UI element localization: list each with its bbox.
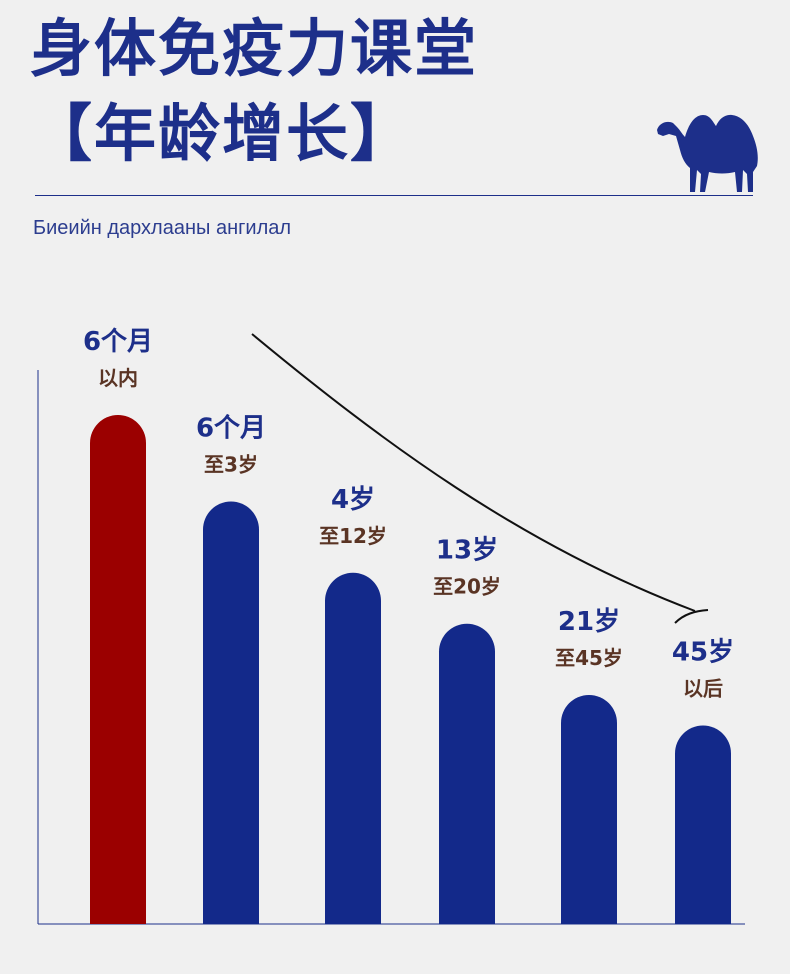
trend-arrow-head bbox=[674, 609, 709, 624]
bar-4 bbox=[439, 623, 495, 924]
bar-5 bbox=[561, 694, 617, 924]
bar-2 bbox=[203, 501, 259, 924]
trend-arrow-curve bbox=[251, 333, 696, 612]
title-line-2: 【年龄增长】 bbox=[30, 97, 415, 170]
bar-3 bbox=[325, 572, 381, 924]
subtitle: Биеийн дархлааны ангилал bbox=[33, 217, 292, 239]
bar-6 bbox=[675, 725, 731, 924]
bar-label-top-5: 21岁 bbox=[558, 606, 620, 637]
bar-label-top-1: 6个月 bbox=[83, 327, 153, 357]
bar-label-top-2: 6个月 bbox=[196, 414, 266, 444]
bar-label-top-3: 4岁 bbox=[331, 484, 375, 515]
header-divider bbox=[35, 195, 753, 196]
camel-icon bbox=[657, 114, 758, 192]
title-line-1: 身体免疫力课堂 bbox=[30, 12, 479, 85]
bar-label-top-6: 45岁 bbox=[672, 636, 734, 667]
bar-label-top-4: 13岁 bbox=[436, 535, 498, 566]
bar-label-bottom-6: 以后 bbox=[683, 676, 723, 700]
bar-label-bottom-4: 至20岁 bbox=[433, 575, 501, 599]
bar-label-bottom-1: 以内 bbox=[98, 366, 138, 390]
bar-label-bottom-5: 至45岁 bbox=[555, 646, 623, 670]
bar-label-bottom-3: 至12岁 bbox=[319, 524, 387, 548]
bar-label-bottom-2: 至3岁 bbox=[204, 453, 258, 477]
bar-1 bbox=[90, 415, 146, 924]
